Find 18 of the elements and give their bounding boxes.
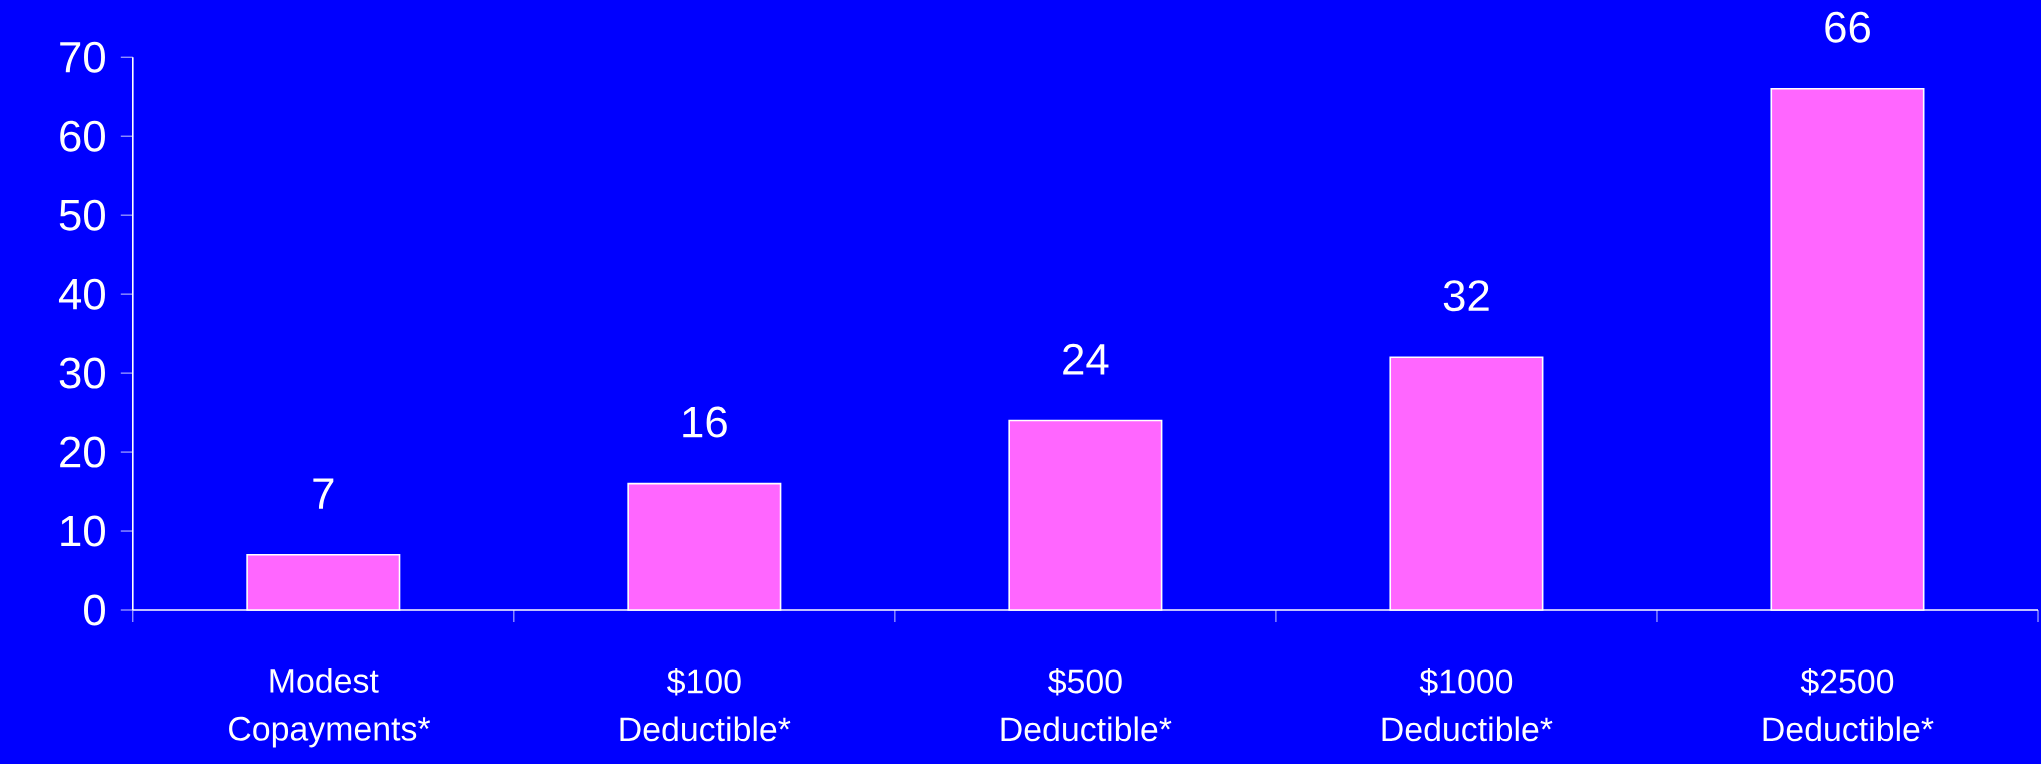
data-label: 16 [683, 406, 727, 438]
data-label: 66 [1825, 11, 1870, 43]
x-tick-label: $2500 Deductible* [1763, 668, 1934, 742]
x-tick-label: Modest Copayments* [229, 668, 431, 748]
y-tick-label: 30 [59, 357, 105, 389]
x-tick-label: $100 Deductible* [620, 668, 791, 742]
data-label: 24 [1063, 343, 1109, 375]
data-label: 7 [313, 478, 334, 509]
y-tick-label: 0 [84, 594, 105, 626]
y-tick-label: 40 [58, 278, 105, 310]
y-tick-label: 60 [60, 120, 105, 152]
y-tick-label: 70 [60, 41, 105, 73]
y-tick-label: 50 [59, 199, 105, 231]
y-tick-label: 10 [61, 515, 105, 547]
y-tick-label: 20 [60, 436, 105, 468]
x-tick-label: $500 Deductible* [1001, 668, 1172, 742]
x-tick-label: $1000 Deductible* [1382, 668, 1553, 742]
data-label: 32 [1443, 280, 1489, 312]
